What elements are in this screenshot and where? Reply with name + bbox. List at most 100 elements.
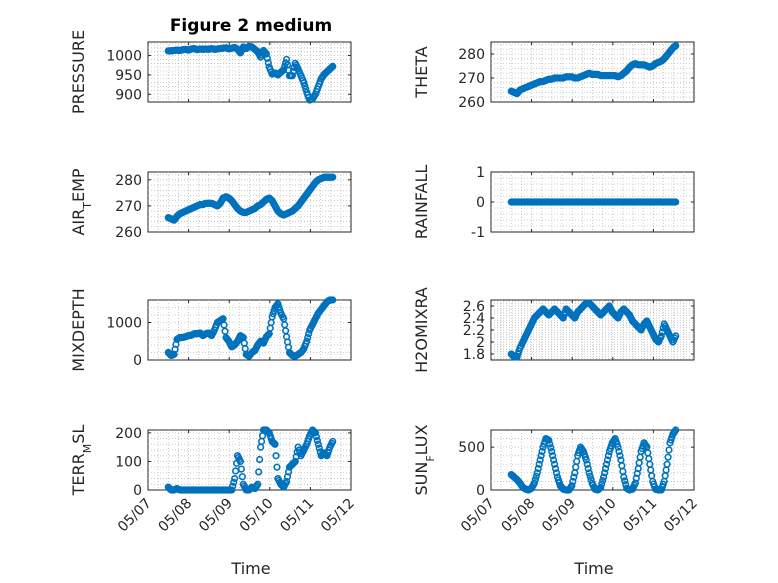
- data-point: [616, 452, 624, 460]
- data-series: [507, 299, 680, 361]
- y-tick-label: 0: [476, 195, 485, 211]
- data-point: [569, 477, 577, 486]
- data-point: [275, 303, 283, 311]
- x-tick-label: 05/10: [580, 496, 620, 536]
- data-point: [255, 468, 263, 476]
- subplot-rainfall: -1 0 1 RAINFALL: [412, 165, 695, 241]
- data-point: [254, 480, 262, 488]
- data-point: [586, 472, 594, 480]
- data-point: [271, 440, 279, 448]
- data-point: [329, 296, 337, 304]
- y-tick-label: 500: [458, 440, 485, 456]
- data-series: [507, 41, 680, 98]
- data-point: [546, 440, 554, 448]
- data-series: [507, 426, 680, 494]
- data-point: [534, 464, 542, 473]
- subplot-sun-flux: 05/07 05/08 05/09 05/10 05/11 05/12 0 500 SUNFLU…: [412, 424, 701, 535]
- y-tick-label: 1000: [106, 316, 142, 332]
- data-point: [303, 337, 311, 345]
- x-tick-label: 05/09: [196, 496, 236, 536]
- data-point: [585, 469, 593, 477]
- y-tick-label: 1.8: [463, 347, 485, 363]
- y-tick-label: 260: [458, 95, 485, 111]
- y-tick-label: 260: [115, 225, 142, 241]
- data-point: [237, 465, 245, 473]
- y-axis-label: SUNFLUX: [412, 424, 437, 495]
- data-point: [620, 473, 628, 481]
- data-point: [236, 457, 245, 466]
- y-tick-label: 0: [133, 483, 142, 499]
- data-point: [535, 460, 543, 468]
- data-point: [238, 473, 246, 481]
- y-axis-label: TERRMSL: [69, 425, 94, 497]
- x-tick-label: 05/09: [539, 496, 579, 536]
- x-axis-label-right: Time: [573, 559, 613, 578]
- data-point: [549, 452, 557, 460]
- y-tick-label: 2.6: [463, 299, 485, 315]
- x-tick-label: 05/10: [237, 496, 277, 536]
- data-series: [164, 173, 337, 224]
- data-point: [672, 198, 680, 206]
- data-point: [598, 480, 606, 488]
- data-series: [164, 42, 337, 104]
- data-point: [530, 479, 538, 487]
- subplot-terr-msl: 05/07 05/08 05/09 05/10 05/11 05/12 0 100 200 TER…: [69, 425, 358, 536]
- y-axis-label: AIRTEMP: [69, 168, 94, 235]
- x-tick-label: 05/08: [156, 496, 196, 536]
- data-point: [538, 447, 546, 456]
- subplot-theta: 260 270 280 THETA: [412, 41, 695, 111]
- data-point: [304, 333, 312, 342]
- y-axis-label: H2OMIXRA: [412, 287, 431, 373]
- data-point: [263, 54, 271, 62]
- data-point: [672, 426, 680, 434]
- y-axis-label: RAINFALL: [412, 165, 431, 240]
- y-tick-label: -1: [471, 225, 485, 241]
- data-point: [600, 473, 608, 481]
- data-point: [550, 456, 558, 464]
- data-point: [537, 452, 545, 460]
- subplot-pressure: 900 950 1000 PRESSURE: [69, 30, 352, 114]
- data-point: [672, 41, 680, 50]
- data-point: [551, 464, 560, 473]
- data-point: [315, 444, 323, 452]
- subplot-h2omixra: 1.822.22.42.6 H2OMIXRA: [412, 287, 695, 373]
- data-point: [604, 452, 613, 460]
- x-tick-label: 05/11: [620, 496, 660, 536]
- data-point: [533, 469, 541, 477]
- x-tick-label: 05/11: [277, 496, 317, 536]
- x-tick-label: 05/07: [458, 496, 498, 536]
- data-point: [230, 478, 238, 486]
- data-point: [547, 444, 555, 452]
- data-point: [288, 72, 296, 80]
- data-point: [545, 436, 553, 444]
- data-point: [262, 50, 270, 58]
- x-axis-label-left: Time: [230, 559, 270, 578]
- data-point: [231, 474, 239, 483]
- data-point: [597, 483, 605, 492]
- y-tick-label: 1000: [106, 49, 142, 65]
- data-point: [536, 456, 544, 464]
- y-tick-label: 200: [115, 426, 142, 442]
- data-point: [599, 476, 607, 485]
- y-tick-label: 280: [458, 47, 485, 63]
- data-point: [274, 300, 282, 308]
- figure-title: Figure 2 medium: [170, 16, 332, 36]
- y-tick-label: 1: [476, 165, 485, 181]
- y-tick-label: 280: [115, 173, 142, 189]
- subplot-mixdepth: 0 1000 MIXDEPTH: [69, 288, 352, 372]
- data-point: [329, 173, 337, 181]
- data-point: [582, 456, 590, 464]
- data-point: [264, 59, 272, 67]
- y-tick-label: 2: [476, 335, 485, 351]
- x-tick-label: 05/12: [318, 496, 358, 536]
- y-tick-label: 0: [133, 353, 142, 369]
- data-point: [300, 79, 308, 87]
- data-point: [268, 313, 276, 321]
- data-point: [552, 469, 561, 477]
- data-point: [621, 477, 629, 485]
- data-point: [663, 460, 671, 468]
- data-point: [548, 447, 556, 456]
- y-tick-label: 270: [115, 199, 142, 215]
- data-point: [614, 443, 622, 451]
- y-axis-label: PRESSURE: [69, 30, 88, 114]
